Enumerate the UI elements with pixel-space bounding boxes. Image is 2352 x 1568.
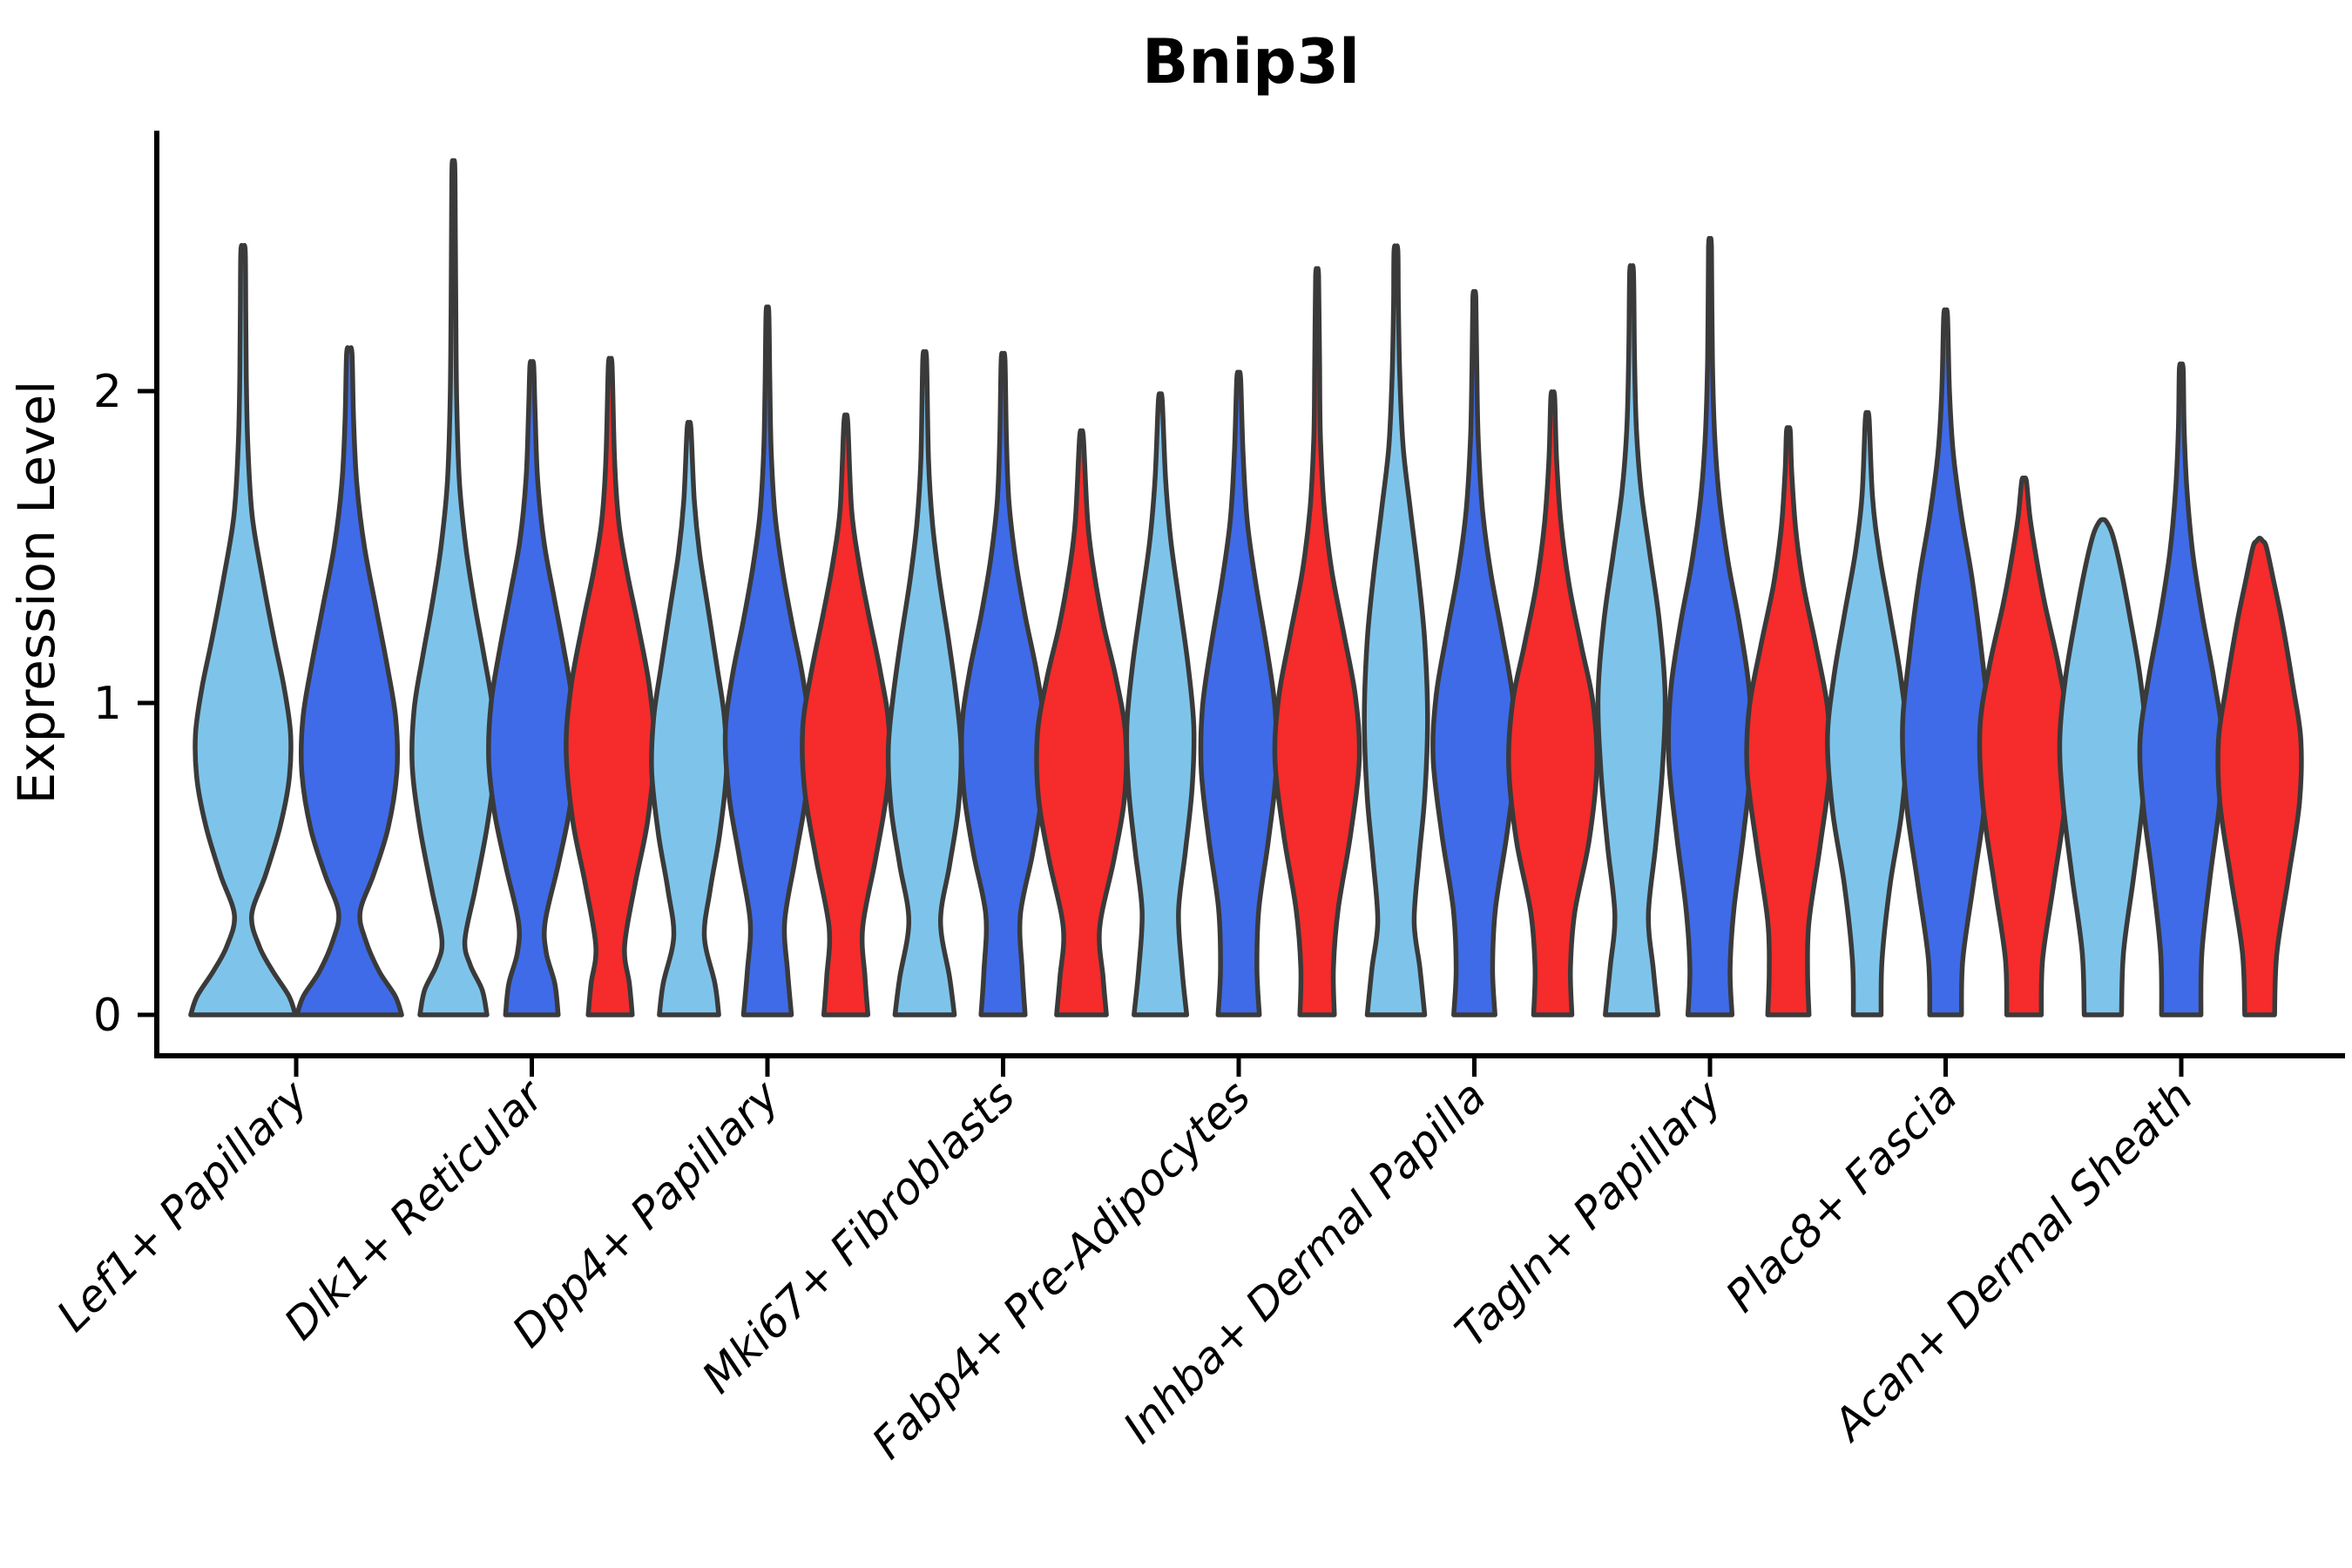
violin-inhba-dermal-papilla-red: [1506, 389, 1599, 1017]
x-category-label: Dlk1+ Reticular: [274, 1069, 555, 1349]
violin-plac8-fascia-dark_blue: [1900, 307, 1991, 1017]
x-category-label: Plac8+ Fascia: [1716, 1071, 1967, 1321]
y-tick-label: 0: [93, 990, 122, 1042]
violin-fabp4-pre-adipocytes-red: [1272, 266, 1362, 1017]
violin-acan-dermal-sheath-light_blue: [2057, 517, 2149, 1017]
violin-dpp4-papillary-light_blue: [649, 420, 729, 1017]
y-tick-label: 2: [93, 366, 122, 418]
x-category-label: Lef1+ Papillary: [47, 1070, 318, 1341]
violin-inhba-dermal-papilla-light_blue: [1362, 243, 1430, 1017]
violin-dlk1-reticular-dark_blue: [486, 359, 578, 1017]
violin-mki67-fibroblasts-light_blue: [885, 348, 964, 1017]
violin-acan-dermal-sheath-red: [2215, 536, 2304, 1017]
violin-tagln-papillary-light_blue: [1595, 263, 1668, 1017]
violin-dpp4-papillary-red: [800, 412, 892, 1017]
y-axis-label: Expression Level: [7, 381, 66, 804]
y-tick-label: 1: [93, 678, 122, 730]
chart-title: Bnip3l: [1142, 26, 1360, 98]
x-category-label: Fabp4+ Pre-Adipocytes: [862, 1071, 1260, 1469]
violin-plac8-fascia-light_blue: [1825, 409, 1909, 1017]
violin-dlk1-reticular-light_blue: [409, 158, 497, 1017]
violin-acan-dermal-sheath-dark_blue: [2137, 362, 2226, 1017]
violin-plac8-fascia-red: [1977, 475, 2072, 1017]
violin-tagln-papillary-red: [1744, 425, 1833, 1017]
violin-dpp4-papillary-dark_blue: [722, 304, 813, 1017]
violins-layer: [188, 158, 2304, 1017]
axes-layer: [138, 131, 2345, 1077]
violin-lef1-papillary-dark_blue: [294, 345, 404, 1017]
violin-inhba-dermal-papilla-dark_blue: [1430, 288, 1518, 1017]
violin-mki67-fibroblasts-dark_blue: [959, 350, 1047, 1017]
violin-fabp4-pre-adipocytes-dark_blue: [1198, 369, 1280, 1017]
violin-tagln-papillary-dark_blue: [1666, 235, 1754, 1017]
violin-mki67-fibroblasts-red: [1034, 428, 1129, 1017]
violin-lef1-papillary-light_blue: [188, 243, 298, 1017]
violin-dlk1-reticular-red: [564, 355, 657, 1017]
violin-fabp4-pre-adipocytes-light_blue: [1124, 391, 1197, 1017]
